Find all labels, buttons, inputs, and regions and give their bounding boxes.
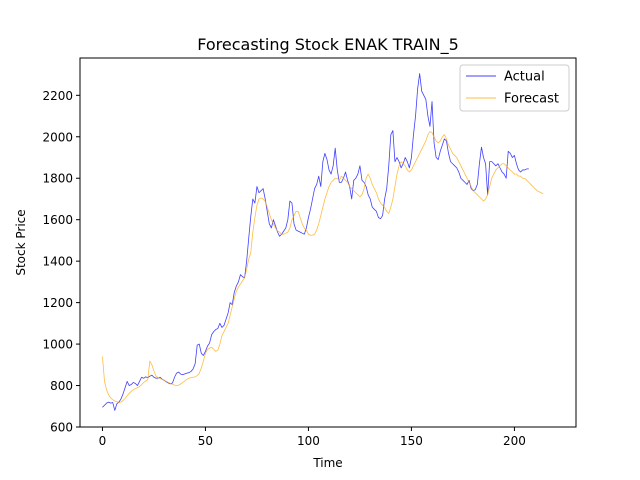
y-tick-label: 1600 [42, 213, 73, 227]
series-line-forecast [102, 131, 544, 403]
series-layer [102, 73, 544, 411]
plot-area: 0 50 100 150 200 600 800 1000 1200 1400 1600 1800 2… [42, 57, 577, 448]
legend-actual-label: Actual [504, 70, 545, 85]
x-tick-label: 50 [198, 434, 213, 448]
y-axis-label: Stock Price [14, 209, 28, 275]
y-tick-label: 1800 [42, 172, 73, 186]
x-axis-label: Time [312, 456, 342, 470]
series-line-actual [102, 73, 529, 411]
legend: Actual Forecast [459, 64, 570, 112]
x-tick-label: 0 [99, 434, 107, 448]
y-tick-label: 600 [50, 421, 73, 435]
y-tick-label: 800 [50, 379, 73, 393]
y-tick-label: 1200 [42, 296, 73, 310]
axes-frame [79, 57, 577, 428]
x-tick-label: 150 [400, 434, 423, 448]
legend-forecast-label: Forecast [504, 92, 559, 107]
y-tick-label: 2000 [42, 130, 73, 144]
y-tick-label: 2200 [42, 89, 73, 103]
chart-title: Forecasting Stock ENAK TRAIN_5 [197, 35, 459, 55]
x-tick-label: 100 [297, 434, 320, 448]
y-axis-ticks: 600 800 1000 1200 1400 1600 1800 2000 2200 [42, 89, 80, 435]
y-tick-label: 1400 [42, 255, 73, 269]
x-axis-ticks: 0 50 100 150 200 [99, 427, 526, 448]
y-tick-label: 1000 [42, 338, 73, 352]
x-tick-label: 200 [503, 434, 526, 448]
